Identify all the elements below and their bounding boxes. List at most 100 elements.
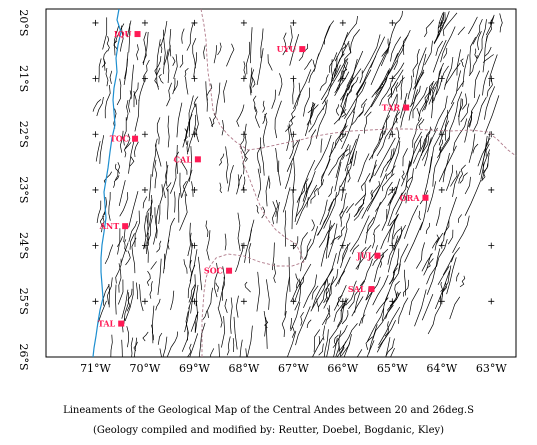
lineament [128, 23, 131, 53]
lineament [180, 158, 188, 175]
lineament [131, 237, 137, 274]
lineament [261, 206, 265, 219]
grid-cross [141, 242, 148, 249]
lineament [169, 217, 176, 236]
town-marker [134, 31, 141, 38]
lineament [442, 255, 454, 276]
lineament [119, 130, 124, 153]
lineament [221, 316, 226, 348]
lineament [134, 99, 140, 132]
lineament [452, 215, 470, 253]
lineament [291, 263, 312, 302]
lineament [326, 321, 342, 357]
lineament [370, 45, 390, 86]
lineament [107, 277, 113, 305]
lineament [341, 42, 347, 56]
lineament [253, 95, 257, 112]
lineament [344, 81, 367, 119]
international-border [201, 253, 305, 357]
lineament [262, 113, 268, 147]
lineament [210, 348, 215, 357]
lineament [404, 269, 407, 296]
longitude-label: 65°W [377, 362, 408, 375]
lineament [486, 79, 493, 97]
lineament [323, 276, 335, 309]
lineament [427, 181, 437, 213]
lineament [294, 197, 301, 222]
lineament [221, 266, 226, 301]
lineament [441, 282, 447, 298]
lineament [156, 39, 161, 76]
lineament [372, 304, 394, 340]
grid-cross [339, 186, 346, 193]
lineament [358, 314, 366, 327]
lineament [335, 144, 350, 179]
lineament [267, 54, 273, 71]
town-marker [422, 194, 429, 201]
lineament [183, 259, 188, 274]
lineament [262, 100, 266, 113]
grid-cross [339, 19, 346, 26]
lineament [319, 74, 329, 91]
lineament [459, 172, 468, 184]
lineament [178, 192, 180, 223]
lineament [239, 339, 243, 357]
lineament [320, 236, 330, 267]
lineament [387, 245, 397, 273]
lineament [331, 59, 334, 81]
lineament [341, 299, 348, 310]
lineament [102, 284, 110, 306]
lineament [133, 341, 138, 352]
lineament [384, 263, 401, 302]
grid-cross [389, 75, 396, 82]
grid-cross [488, 186, 495, 193]
lineament [341, 310, 349, 325]
lineament [318, 336, 321, 345]
lineament [260, 28, 264, 59]
lineament [421, 293, 434, 321]
lineament [259, 137, 265, 176]
lineament [188, 274, 196, 310]
latitude-label: 25°S [17, 288, 30, 315]
lineament [288, 256, 291, 292]
lineament [391, 213, 399, 245]
lineament [366, 308, 384, 342]
lineament [366, 173, 387, 212]
lineament [356, 349, 363, 357]
lineament [181, 326, 189, 352]
lineament [290, 302, 301, 332]
lineament [414, 289, 427, 327]
town-marker [194, 156, 201, 163]
lineament [265, 321, 268, 349]
lineament [389, 178, 401, 205]
lineament [344, 138, 357, 172]
lineament [182, 181, 188, 197]
lineament [152, 305, 155, 344]
lineament [136, 44, 139, 61]
lineament [339, 192, 347, 216]
lineament [289, 317, 292, 330]
lineament [296, 184, 318, 225]
lineament [292, 78, 295, 105]
lineament [243, 61, 246, 79]
grid-cross [339, 298, 346, 305]
lineament [424, 40, 433, 66]
lineament [236, 104, 245, 127]
lineament [115, 163, 121, 174]
lineament [163, 161, 168, 199]
lineament [370, 36, 386, 69]
lineament [339, 344, 345, 357]
lineament [419, 126, 431, 153]
lineament [190, 311, 199, 332]
lineament [291, 326, 295, 338]
lineament [361, 173, 371, 191]
lineament [256, 271, 260, 312]
lineament [172, 77, 176, 95]
lineament [321, 305, 330, 326]
lineament [316, 214, 329, 236]
lineament [97, 300, 107, 325]
lineament [321, 158, 331, 186]
lineament [179, 194, 188, 231]
lineament [472, 18, 483, 45]
lineament [262, 112, 268, 124]
